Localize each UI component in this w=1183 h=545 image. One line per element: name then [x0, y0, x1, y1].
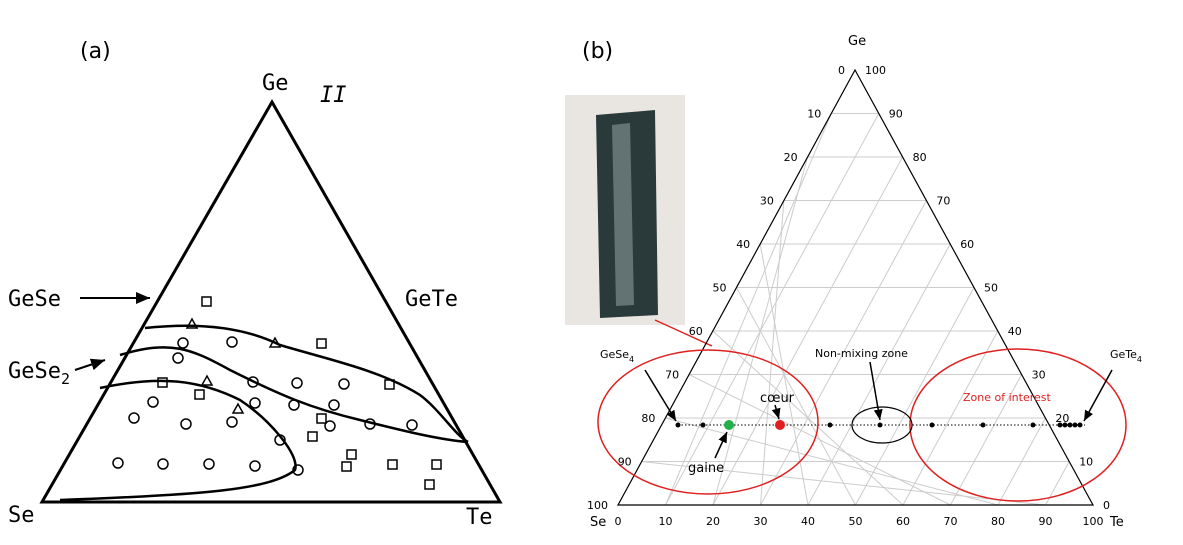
subscript: 4 [1137, 355, 1142, 364]
tick-label: 20 [1055, 412, 1069, 425]
annotation: GeSe2 [8, 359, 70, 388]
zone-ellipse [851, 406, 913, 444]
grid-line [736, 287, 856, 506]
subscript: 4 [629, 355, 634, 364]
region-label: II [320, 83, 347, 108]
tick-label: 0 [1103, 499, 1110, 512]
boundary [59, 379, 297, 502]
photo-highlight [612, 123, 634, 306]
vertex-label: Ge [262, 71, 289, 96]
annotation: GeSe4 [600, 348, 634, 364]
annotation: GeTe [405, 287, 458, 312]
tick-label: 40 [1008, 325, 1022, 338]
tick-label: 10 [659, 515, 673, 528]
tick-label: 100 [865, 64, 886, 77]
tick-label: 100 [587, 499, 608, 512]
tick-label: 30 [1032, 369, 1046, 382]
grid [641, 113, 1070, 506]
text: GeSe [600, 348, 629, 361]
grid-line [997, 417, 1046, 506]
grid-line [712, 330, 904, 506]
grid-line [902, 330, 999, 506]
panel-a-text: (a) Ge II Se Te GeSe GeTe GeSe2 [8, 39, 493, 530]
panel-a [39, 98, 503, 504]
vertex-label: Se [8, 503, 35, 528]
arrows [644, 361, 1113, 459]
tick-label: 70 [936, 195, 950, 208]
zone-ellipse [597, 349, 819, 495]
tick-label: 20 [706, 515, 720, 528]
arrow [74, 358, 106, 371]
tick-label: 30 [754, 515, 768, 528]
tick-label: 50 [984, 282, 998, 295]
panel-label: (a) [80, 39, 111, 64]
grid-line [855, 287, 975, 506]
annotation: Non-mixing zone [815, 347, 908, 360]
tick-label: 0 [615, 515, 622, 528]
annotation: cœur [760, 391, 795, 406]
annotation: gaine [688, 461, 724, 476]
panel-b-text: (b) Ge Se Te GeSe4 GeTe4 Non-mixing zone… [582, 34, 1142, 530]
tick-label: 10 [807, 108, 821, 121]
tick-label: 80 [991, 515, 1005, 528]
grid-line [641, 461, 1046, 506]
tick-label: 90 [618, 456, 632, 469]
connector [654, 319, 713, 347]
text: GeSe [8, 359, 61, 384]
tick-label: 100 [1083, 515, 1104, 528]
triangle [39, 98, 503, 504]
tick-label: 70 [944, 515, 958, 528]
vertex-label: Te [1109, 515, 1124, 530]
panel-label: (b) [582, 39, 613, 64]
tick-label: 90 [1039, 515, 1053, 528]
tick-label: 50 [713, 282, 727, 295]
vertex-label: Ge [848, 34, 866, 49]
tick-label: 60 [689, 325, 703, 338]
tick-label: 60 [896, 515, 910, 528]
tick-label: 60 [960, 238, 974, 251]
grid-line [688, 374, 951, 506]
annotation: GeSe [8, 287, 61, 312]
tick-label: 40 [736, 238, 750, 251]
vertex-label: Se [590, 515, 606, 530]
zone-ellipse [909, 348, 1127, 502]
tick-label: 10 [1079, 456, 1093, 469]
annotation: Zone of interest [963, 391, 1051, 404]
triangle [616, 68, 1095, 506]
tick-label: 0 [838, 64, 845, 77]
tick-label: 70 [665, 369, 679, 382]
subscript: 2 [61, 370, 70, 388]
points [675, 420, 1083, 430]
tick-label: 50 [849, 515, 863, 528]
vertex-label: Te [466, 505, 493, 530]
tick-label: 30 [760, 195, 774, 208]
panel-b [565, 68, 1127, 506]
tick-label: 90 [889, 108, 903, 121]
tick-label: 80 [913, 151, 927, 164]
symbols [112, 296, 442, 490]
annotation: GeTe4 [1110, 348, 1142, 364]
grid-line [950, 374, 1023, 506]
grid-line [760, 200, 927, 506]
tick-label: 40 [801, 515, 815, 528]
tick-label: 20 [784, 151, 798, 164]
text: GeTe [1110, 348, 1137, 361]
boundary [144, 324, 469, 444]
tick-label: 80 [641, 412, 655, 425]
